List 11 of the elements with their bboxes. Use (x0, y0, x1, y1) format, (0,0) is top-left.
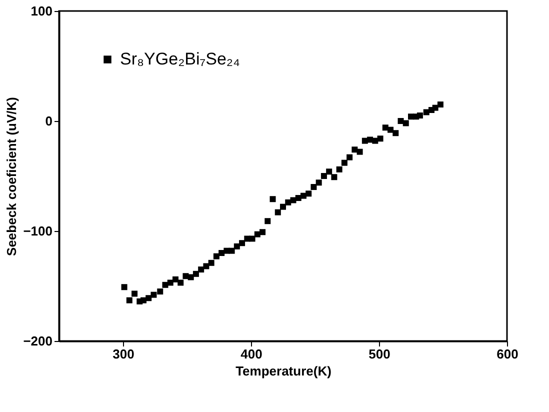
legend-label: Sr₈YGe₂Bi₇Se₂₄ (120, 50, 240, 68)
y-tick-label: −100 (23, 224, 52, 238)
x-tick-label: 400 (240, 346, 262, 362)
x-tick-label: 300 (112, 346, 134, 362)
y-tick-label: 100 (30, 4, 52, 18)
y-tick-label: −200 (23, 334, 52, 348)
y-tick-label: 0 (45, 114, 52, 128)
x-axis-title: Temperature(K) (236, 364, 332, 378)
y-axis-title: Seebeck coeficient (uV/K) (4, 97, 20, 256)
x-tick-label: 600 (496, 346, 518, 362)
x-tick-label: 500 (368, 346, 390, 362)
